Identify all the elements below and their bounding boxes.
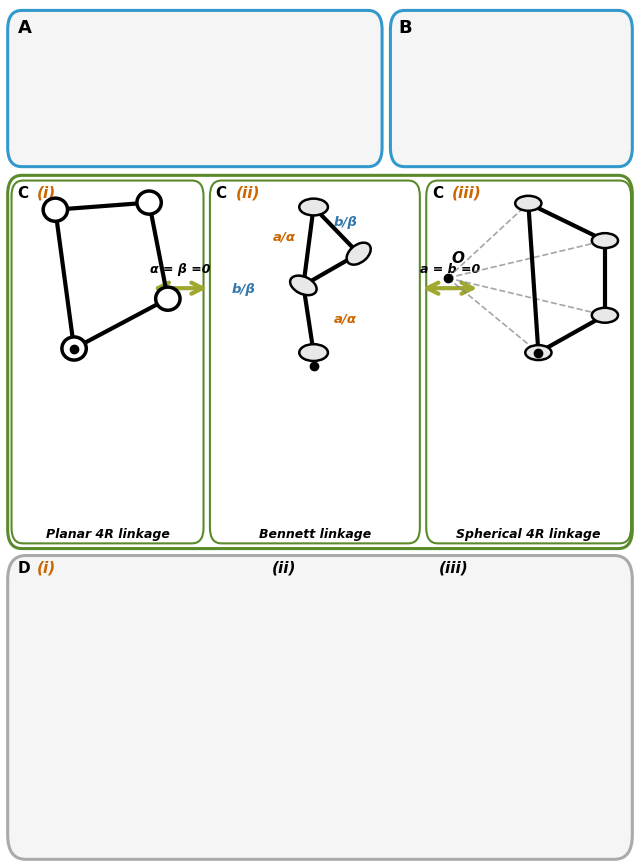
Text: O: O bbox=[452, 251, 465, 266]
Text: C: C bbox=[216, 186, 233, 201]
Ellipse shape bbox=[300, 199, 328, 215]
Circle shape bbox=[137, 191, 161, 214]
Ellipse shape bbox=[592, 233, 618, 248]
Text: A: A bbox=[18, 19, 32, 37]
Ellipse shape bbox=[592, 308, 618, 323]
Ellipse shape bbox=[347, 243, 371, 265]
Text: b/β: b/β bbox=[232, 283, 255, 296]
Text: D: D bbox=[18, 561, 36, 575]
Circle shape bbox=[62, 337, 86, 360]
Text: (ii): (ii) bbox=[236, 186, 260, 201]
Text: (iii): (iii) bbox=[438, 561, 468, 575]
Text: (iii): (iii) bbox=[452, 186, 481, 201]
Ellipse shape bbox=[300, 345, 328, 361]
Circle shape bbox=[43, 198, 68, 221]
Text: a = b =0: a = b =0 bbox=[420, 263, 480, 276]
Ellipse shape bbox=[515, 196, 541, 211]
Text: C: C bbox=[18, 186, 35, 201]
FancyBboxPatch shape bbox=[8, 556, 632, 859]
FancyBboxPatch shape bbox=[8, 10, 382, 167]
Ellipse shape bbox=[290, 276, 317, 295]
Text: Spherical 4R linkage: Spherical 4R linkage bbox=[456, 528, 601, 541]
Text: a/α: a/α bbox=[334, 312, 357, 326]
Text: B: B bbox=[398, 19, 412, 37]
Text: Bennett linkage: Bennett linkage bbox=[259, 528, 371, 541]
Ellipse shape bbox=[525, 345, 552, 360]
FancyBboxPatch shape bbox=[390, 10, 632, 167]
Text: C: C bbox=[433, 186, 449, 201]
Text: (ii): (ii) bbox=[272, 561, 296, 575]
Text: b/β: b/β bbox=[334, 215, 358, 228]
Text: Planar 4R linkage: Planar 4R linkage bbox=[45, 528, 170, 541]
Text: a/α: a/α bbox=[273, 231, 296, 244]
Text: (i): (i) bbox=[37, 561, 56, 575]
Text: (i): (i) bbox=[37, 186, 56, 201]
Text: α = β =0: α = β =0 bbox=[150, 263, 211, 276]
Circle shape bbox=[156, 287, 180, 310]
